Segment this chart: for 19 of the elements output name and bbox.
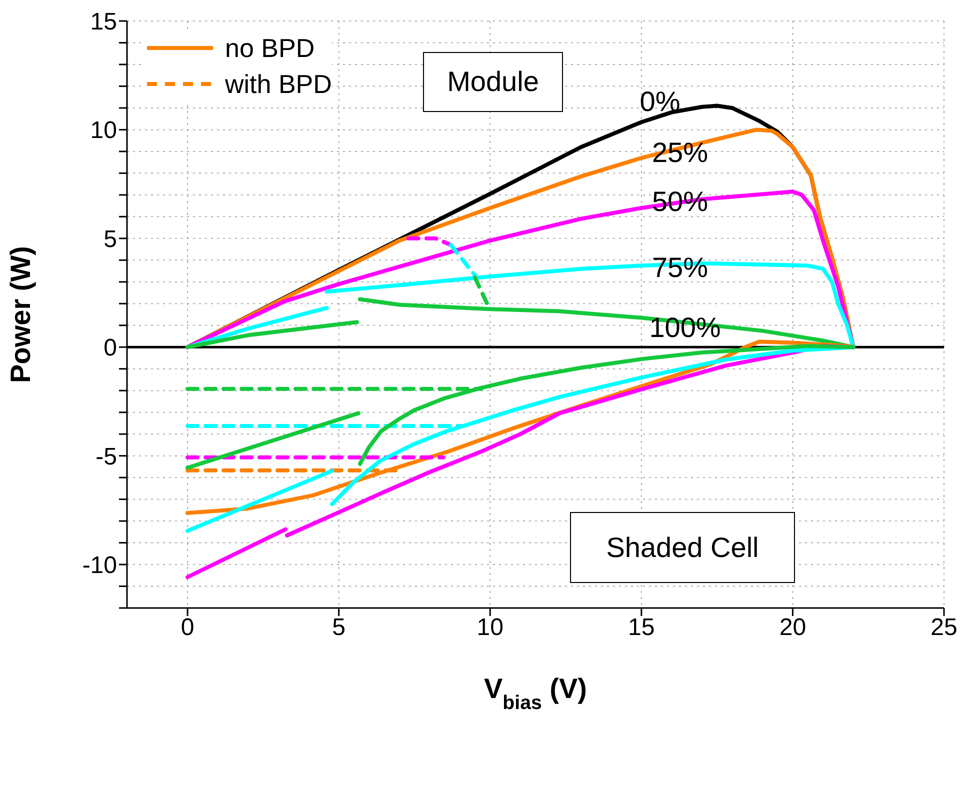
y-tick-label: -5 xyxy=(96,443,117,470)
y-tick-label: 10 xyxy=(90,117,117,144)
x-tick-label: 10 xyxy=(476,614,504,642)
x-axis-title: V$_{bias}$ (V) xyxy=(484,673,588,714)
x-tick-label: 25 xyxy=(930,614,958,642)
y-tick-label: -10 xyxy=(82,552,117,580)
annotation: Shaded Cell xyxy=(570,512,795,583)
x-tick-label: 5 xyxy=(332,614,346,642)
legend-label: no BPD xyxy=(225,32,315,64)
y-tick-label: 5 xyxy=(104,226,117,253)
x-tick-label: 0 xyxy=(180,614,194,642)
y-axis-title: Power (W) xyxy=(5,246,36,383)
y-tick-label: 0 xyxy=(104,334,117,362)
annotation: 0% xyxy=(638,85,682,119)
annotation: Module xyxy=(423,52,563,112)
legend-label: with BPD xyxy=(225,68,332,100)
x-tick-label: 15 xyxy=(628,614,655,642)
x-tick-label: 20 xyxy=(779,614,806,642)
y-tick-label: 15 xyxy=(90,8,117,36)
